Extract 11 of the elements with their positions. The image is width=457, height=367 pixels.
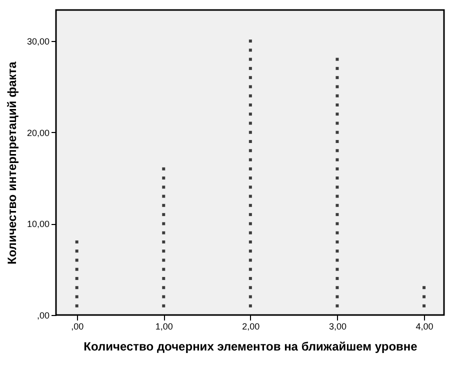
y-tick-label: 20,00 — [26, 128, 50, 138]
y-tick-label: 10,00 — [26, 219, 50, 230]
x-tick-label: 3,00 — [328, 322, 346, 332]
x-tick-label: 2,00 — [242, 322, 260, 332]
y-axis-title: Количество интерпретаций факта — [4, 61, 19, 264]
x-tick-label: 4,00 — [416, 322, 434, 332]
y-tick-label: 30,00 — [26, 36, 50, 47]
x-tick-label: ,00 — [71, 322, 84, 332]
x-tick-label: 1,00 — [155, 322, 173, 332]
y-tick-label: ,00 — [36, 310, 50, 320]
x-axis-title: Количество дочерних элементов на ближайшем уровне — [84, 340, 418, 354]
